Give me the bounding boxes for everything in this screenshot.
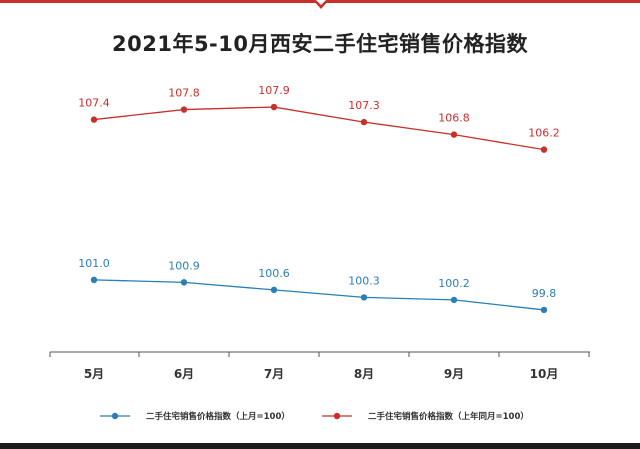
x-tick-label: 10月 <box>530 367 559 381</box>
data-label: 106.2 <box>528 127 560 140</box>
data-label: 107.9 <box>258 84 290 97</box>
data-point <box>450 131 458 138</box>
legend-item: 二手住宅销售价格指数（上月=100） <box>100 410 290 422</box>
data-point <box>270 103 278 111</box>
top-notch-inner <box>316 0 326 5</box>
data-point <box>360 294 368 301</box>
x-tick-label: 8月 <box>354 367 374 381</box>
x-tick-label: 7月 <box>264 367 284 381</box>
data-label: 100.6 <box>258 267 290 280</box>
x-tick-label: 9月 <box>444 367 464 381</box>
data-point <box>450 296 458 304</box>
data-point <box>90 116 98 123</box>
data-point <box>540 146 548 153</box>
legend-marker <box>100 412 130 420</box>
bottom-bar <box>0 443 640 449</box>
series-line-1 <box>93 106 545 151</box>
data-label: 100.2 <box>438 277 470 290</box>
line-chart: 5月 6月 7月 8月 9月 10月 101.0 100.9 100.6 100.3 100.2 99… <box>49 84 590 381</box>
data-point <box>90 276 98 284</box>
legend-label: 二手住宅销售价格指数（上月=100） <box>146 412 290 422</box>
data-label: 107.4 <box>78 97 110 110</box>
data-point <box>360 118 368 126</box>
data-label: 100.9 <box>168 259 200 272</box>
data-point <box>270 286 278 294</box>
legend-item: 二手住宅销售价格指数（上年同月=100） <box>322 410 529 422</box>
data-point <box>540 306 548 314</box>
data-label: 106.8 <box>438 112 470 125</box>
legend-marker <box>322 412 352 420</box>
data-label: 101.0 <box>78 257 110 270</box>
data-label: 100.3 <box>348 274 380 287</box>
x-tick-label: 5月 <box>84 367 104 381</box>
data-label: 107.3 <box>348 99 380 112</box>
data-label: 107.8 <box>168 87 200 100</box>
data-label: 99.8 <box>532 287 557 300</box>
data-point <box>180 279 188 286</box>
series-line-0 <box>93 279 545 311</box>
chart-title: 2021年5-10月西安二手住宅销售价格指数 <box>112 32 528 56</box>
x-tick-label: 6月 <box>174 367 194 381</box>
legend-label: 二手住宅销售价格指数（上年同月=100） <box>368 412 529 422</box>
data-point <box>180 106 188 113</box>
